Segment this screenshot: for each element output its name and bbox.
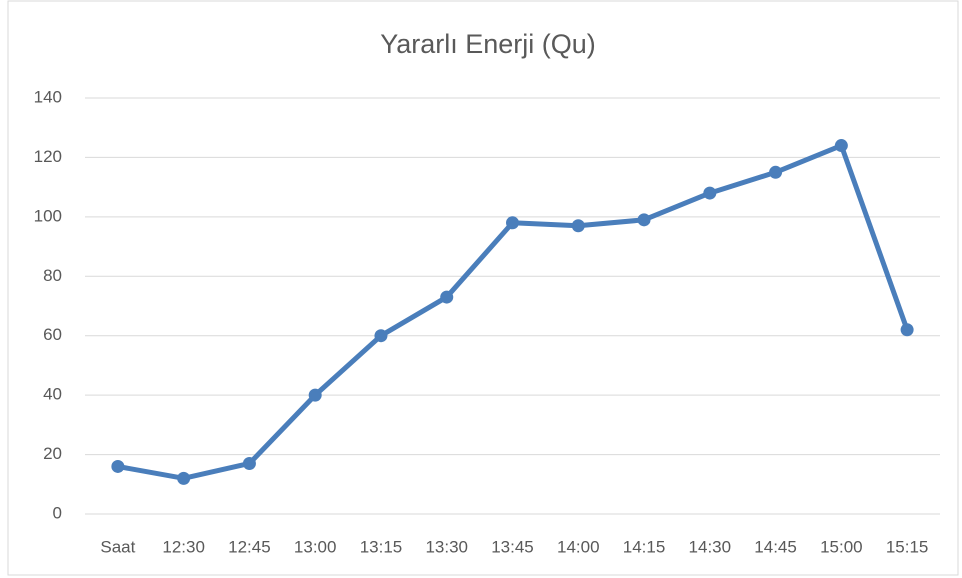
chart-title: Yararlı Enerji (Qu) bbox=[380, 29, 596, 59]
x-tick-label: 12:45 bbox=[228, 537, 271, 556]
x-tick-label: 13:45 bbox=[491, 537, 534, 556]
chart-border bbox=[7, 0, 959, 576]
point bbox=[374, 329, 388, 343]
y-tick-label: 80 bbox=[43, 266, 62, 285]
x-tick-label: 14:45 bbox=[754, 537, 797, 556]
point bbox=[769, 165, 783, 179]
x-tick-label: 14:30 bbox=[689, 537, 732, 556]
point bbox=[111, 459, 125, 473]
x-tick-label: 14:15 bbox=[623, 537, 666, 556]
y-tick-label: 20 bbox=[43, 444, 62, 463]
x-tick-label: 13:30 bbox=[425, 537, 468, 556]
point bbox=[703, 186, 717, 200]
y-tick-label: 120 bbox=[34, 147, 62, 166]
x-tick-label: Saat bbox=[100, 537, 135, 556]
y-tick-label: 0 bbox=[53, 503, 62, 522]
x-tick-label: 15:15 bbox=[886, 537, 929, 556]
point bbox=[900, 323, 914, 337]
point bbox=[308, 388, 322, 402]
x-tick-label: 13:15 bbox=[360, 537, 403, 556]
y-tick-label: 140 bbox=[34, 87, 62, 106]
point bbox=[834, 139, 848, 153]
y-tick-label: 60 bbox=[43, 325, 62, 344]
y-tick-label: 100 bbox=[34, 206, 62, 225]
point bbox=[506, 216, 519, 230]
y-tick-label: 40 bbox=[43, 385, 62, 404]
point bbox=[637, 213, 651, 227]
x-tick-label: 14:00 bbox=[557, 537, 600, 556]
x-tick-label: 13:00 bbox=[294, 537, 337, 556]
point bbox=[177, 471, 191, 485]
point bbox=[571, 219, 585, 233]
x-tick-label: 15:00 bbox=[820, 537, 863, 556]
x-tick-label: 12:30 bbox=[162, 537, 205, 556]
point bbox=[242, 456, 256, 470]
point bbox=[440, 290, 454, 304]
